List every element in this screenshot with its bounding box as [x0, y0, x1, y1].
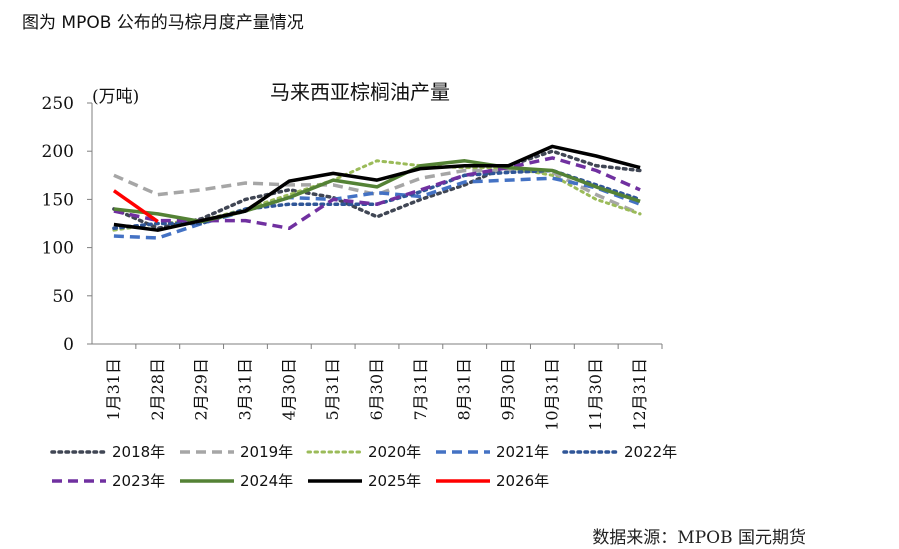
x-tick-label: 6月30日	[367, 358, 386, 421]
legend-item: 2018年	[50, 443, 165, 461]
legend-item: 2026年	[436, 472, 549, 490]
legend-item: 2024年	[180, 472, 293, 490]
series-line-2025年	[113, 144, 641, 232]
x-tick-label: 4月30日	[279, 358, 298, 421]
series-line-2020年	[112, 159, 642, 232]
x-tick-label: 3月31日	[235, 358, 254, 421]
series-layer	[112, 144, 642, 240]
legend-label: 2021年	[496, 443, 549, 461]
legend-item: 2023年	[52, 472, 165, 490]
legend-label: 2026年	[496, 472, 549, 490]
x-tick-label: 7月31日	[411, 358, 430, 421]
series-line-2019年	[113, 168, 641, 216]
legend-item: 2020年	[306, 443, 421, 461]
legend-label: 2018年	[112, 443, 165, 461]
y-tick-label: 150	[42, 190, 74, 210]
legend-item: 2025年	[308, 472, 421, 490]
legend-item: 2019年	[180, 443, 293, 461]
y-tick-label: 100	[42, 239, 74, 259]
figure-caption: 图为 MPOB 公布的马棕月度产量情况	[22, 13, 304, 33]
x-tick-label: 1月31日	[104, 358, 123, 421]
legend-item: 2022年	[562, 443, 677, 461]
legend-label: 2025年	[368, 472, 421, 490]
y-axis-label: (万吨)	[92, 87, 139, 107]
x-tick-label: 11月30日	[586, 358, 605, 431]
x-tick-label: 9月30日	[499, 358, 518, 421]
x-tick-label: 10月31日	[542, 358, 561, 431]
x-tick-label: 12月31日	[630, 358, 649, 431]
x-tick-label: 8月31日	[455, 358, 474, 421]
legend-label: 2022年	[624, 443, 677, 461]
source-note: 数据来源：MPOB 国元期货	[592, 528, 806, 548]
series-line-2026年	[112, 189, 159, 224]
y-tick-label: 200	[42, 142, 74, 162]
legend-item: 2021年	[436, 443, 549, 461]
series-line-2023年	[113, 156, 641, 231]
y-tick-label: 250	[42, 94, 74, 114]
series-line-2018年	[112, 149, 642, 231]
chart-title: 马来西亚棕榈油产量	[270, 80, 450, 104]
axes: 0 50 100 150 200 250 1月31日 2月28日 2月29日 3月31日 4月30日…	[42, 94, 663, 431]
x-tick-label: 2月29日	[192, 358, 211, 421]
x-tick-label: 5月31日	[323, 358, 342, 421]
legend-label: 2024年	[240, 472, 293, 490]
legend-label: 2023年	[112, 472, 165, 490]
x-tick-label: 2月28日	[148, 358, 167, 421]
legend-label: 2019年	[240, 443, 293, 461]
y-tick-label: 0	[63, 335, 74, 355]
legend-label: 2020年	[368, 443, 421, 461]
y-tick-label: 50	[52, 287, 74, 307]
legend: 2018年 2019年 2020年 2021年 2022年 2023年 2024年 2025年…	[50, 443, 677, 490]
